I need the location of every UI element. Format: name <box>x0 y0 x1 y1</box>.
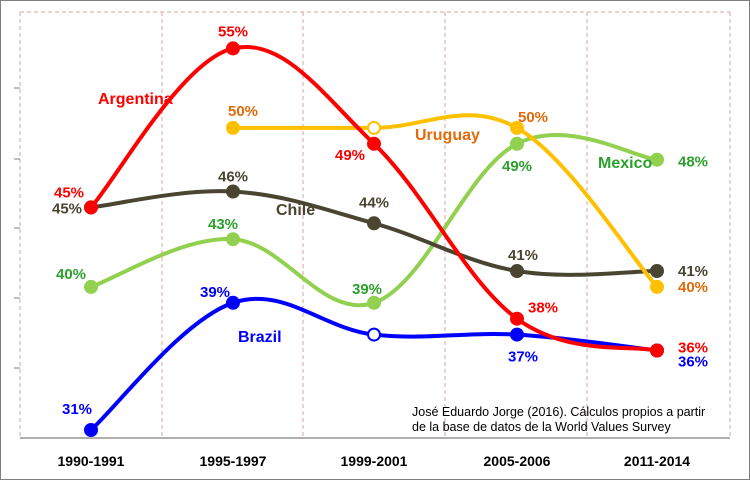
data-point-chile-1999-2001 <box>367 216 381 231</box>
data-label-brazil-2005-2006: 37% <box>508 349 538 366</box>
x-tick-label-2005-2006: 2005-2006 <box>484 453 551 469</box>
data-point-mexico-1995-1997 <box>226 232 240 247</box>
data-label-brazil-2011-2014: 36% <box>678 354 708 371</box>
x-tick-label-1999-2001: 1999-2001 <box>341 453 408 469</box>
data-label-mexico-2005-2006: 49% <box>502 158 532 175</box>
data-point-brazil-1995-1997 <box>226 295 240 310</box>
data-label-mexico-2011-2014: 48% <box>678 154 708 171</box>
data-label-uruguay-2005-2006: 50% <box>518 109 548 126</box>
data-point-argentina-2005-2006 <box>510 311 524 326</box>
series-name-argentina: Argentina <box>98 91 173 108</box>
data-point-brazil-1990-1991 <box>84 423 98 437</box>
data-point-mexico-2011-2014 <box>650 152 664 167</box>
x-tick-label-2011-2014: 2011-2014 <box>624 453 690 469</box>
series-group <box>84 41 664 437</box>
data-label-argentina-1990-1991: 45% <box>54 184 84 201</box>
series-name-chile: Chile <box>276 202 315 219</box>
data-point-chile-2005-2006 <box>510 264 524 278</box>
data-label-argentina-2011-2014: 36% <box>678 340 708 357</box>
data-point-uruguay-2005-2006 <box>510 120 524 135</box>
data-point-brazil-2005-2006 <box>510 327 524 342</box>
data-point-mexico-1990-1991 <box>84 279 98 294</box>
data-label-mexico-1995-1997: 43% <box>208 216 238 233</box>
data-point-argentina-2011-2014 <box>650 343 664 358</box>
series-line-uruguay <box>231 113 659 289</box>
series-name-labels: Argentina Uruguay Chile Mexico Brazil <box>98 91 652 346</box>
series-name-uruguay: Uruguay <box>415 127 480 144</box>
data-point-brazil-1999-2001 <box>367 327 381 342</box>
x-axis-ticks: 1990-1991 1995-1997 1999-2001 2005-2006 2011… <box>58 453 691 469</box>
data-label-mexico-1999-2001: 39% <box>352 281 382 298</box>
data-point-argentina-1990-1991 <box>84 200 98 215</box>
data-point-mexico-2005-2006 <box>510 136 524 151</box>
data-label-chile-2011-2014: 41% <box>678 263 708 280</box>
source-note-line-2: de la base de datos de la World Values S… <box>412 420 671 434</box>
data-point-argentina-1995-1997 <box>226 41 240 56</box>
data-label-brazil-1990-1991: 31% <box>62 401 92 418</box>
data-point-chile-2011-2014 <box>650 264 664 278</box>
x-tick-label-1990-1991: 1990-1991 <box>58 453 125 469</box>
data-label-chile-1995-1997: 46% <box>218 169 248 186</box>
data-label-uruguay-2011-2014: 40% <box>678 279 708 296</box>
data-label-argentina-1999-2001: 49% <box>335 147 365 164</box>
data-label-mexico-1990-1991: 40% <box>56 266 86 283</box>
data-point-uruguay-1999-2001 <box>367 120 381 135</box>
data-point-uruguay-1995-1997 <box>226 120 240 135</box>
data-label-chile-2005-2006: 41% <box>508 247 538 264</box>
source-note-line-1: José Eduardo Jorge (2016). Cálculos prop… <box>412 405 705 419</box>
data-label-argentina-1995-1997: 55% <box>218 23 248 40</box>
data-point-chile-1995-1997 <box>226 184 240 199</box>
series-name-mexico: Mexico <box>598 155 652 172</box>
data-point-uruguay-2011-2014 <box>650 279 664 294</box>
data-label-brazil-1995-1997: 39% <box>200 284 230 301</box>
series-name-brazil: Brazil <box>238 329 282 346</box>
data-label-chile-1999-2001: 44% <box>359 194 389 211</box>
x-tick-label-1995-1997: 1995-1997 <box>200 453 267 469</box>
data-label-uruguay-1995-1997: 50% <box>228 103 258 120</box>
data-point-mexico-1999-2001 <box>367 295 381 310</box>
data-point-argentina-1999-2001 <box>367 136 381 151</box>
data-label-chile-1990-1991: 45% <box>52 200 82 217</box>
data-labels: 45%55%49%38%36%50% 50%40%45%46%44%41%41%4… <box>52 23 708 418</box>
data-label-argentina-2005-2006: 38% <box>528 300 558 317</box>
